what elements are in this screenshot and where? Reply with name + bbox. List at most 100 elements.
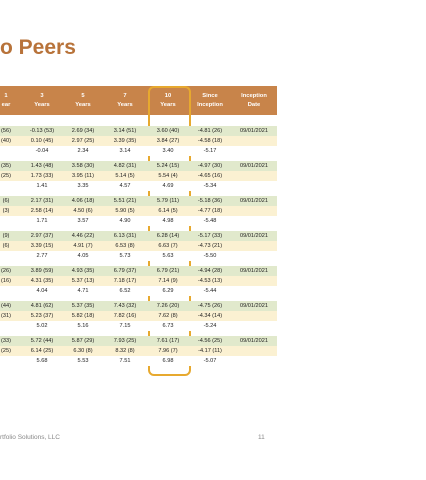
table-cell: 3.60 (40) — [156, 128, 180, 134]
table-cell: -0.04 — [35, 148, 49, 154]
table-cell: (9) — [2, 233, 10, 239]
table-cell: 1.71 — [36, 218, 48, 224]
table-cell: 4.46 (22) — [71, 233, 95, 239]
table-cell: 6.14 (25) — [30, 348, 54, 354]
header-cell: 5 — [81, 93, 85, 99]
row-band — [0, 206, 277, 216]
table-cell: 4.50 (6) — [73, 208, 93, 214]
header-cell: 7 — [123, 93, 127, 99]
table-cell: -5.48 — [203, 218, 217, 224]
table-cell: (6) — [2, 243, 10, 249]
table-cell: 4.69 — [162, 183, 174, 189]
table-cell: 4.93 (35) — [71, 268, 95, 274]
header-cell: Inception — [197, 102, 223, 108]
table-cell: -5.07 — [203, 358, 217, 364]
table-cell: 4.82 (31) — [113, 163, 137, 169]
table-cell: 5.02 — [36, 323, 48, 329]
table-cell: (26) — [1, 268, 11, 274]
header-cell: Inception — [241, 93, 267, 99]
header-cell: Date — [247, 102, 261, 108]
table-cell: 5.82 (18) — [71, 313, 95, 319]
table-cell: 2.97 (25) — [71, 138, 95, 144]
header-cell: ear — [1, 102, 11, 108]
table-cell: 6.29 — [162, 288, 174, 294]
table-cell: (40) — [1, 138, 11, 144]
footer-company: rtfolio Solutions, LLC — [0, 434, 60, 441]
row-band — [0, 196, 277, 206]
table-cell: 7.15 — [119, 323, 131, 329]
table-cell: 3.57 — [77, 218, 89, 224]
header-cell: Years — [75, 102, 91, 108]
table-cell: 7.26 (20) — [156, 303, 180, 309]
row-band — [0, 266, 277, 276]
header-cell: 10 — [164, 93, 172, 99]
table-cell: 3.39 (15) — [30, 243, 54, 249]
table-cell: 7.61 (17) — [156, 338, 180, 344]
table-cell: 1.43 (48) — [30, 163, 54, 169]
table-cell: 6.63 (7) — [158, 243, 178, 249]
table-cell: 3.84 (27) — [156, 138, 180, 144]
table-cell: -4.77 (18) — [197, 208, 223, 214]
table-cell: (35) — [1, 163, 11, 169]
table-cell: -4.17 (11) — [198, 348, 222, 354]
table-cell: 5.54 (4) — [158, 173, 178, 179]
table-cell: 1.41 — [36, 183, 48, 189]
table-cell: 6.73 — [162, 323, 174, 329]
table-cell: 6.13 (31) — [113, 233, 137, 239]
table-cell: 5.68 — [36, 358, 48, 364]
row-band — [0, 146, 277, 156]
row-band — [0, 126, 277, 136]
table-cell: 7.14 (9) — [158, 278, 178, 284]
table-header — [0, 86, 277, 115]
table-cell: -5.24 — [203, 323, 217, 329]
row-band — [0, 241, 277, 251]
table-cell: -5.18 (36) — [197, 198, 223, 204]
table-cell: 6.28 (14) — [156, 233, 180, 239]
row-band — [0, 171, 277, 181]
table-cell: 3.89 (59) — [30, 268, 54, 274]
table-cell: (3) — [2, 208, 10, 214]
table-cell: 09/01/2021 — [240, 128, 268, 134]
table-cell: 5.23 (37) — [30, 313, 54, 319]
header-cell: 1 — [4, 93, 8, 99]
table-cell: 4.04 — [36, 288, 48, 294]
table-cell: (6) — [2, 198, 10, 204]
table-cell: 5.53 — [77, 358, 89, 364]
table-cell: 3.35 — [77, 183, 89, 189]
table-cell: -4.75 (26) — [197, 303, 223, 309]
row-band — [0, 336, 277, 346]
table-cell: 3.95 (11) — [72, 173, 94, 179]
table-cell: 4.71 — [77, 288, 89, 294]
table-cell: 1.73 (33) — [30, 173, 54, 179]
table-cell: 2.77 — [36, 253, 48, 259]
table-cell: (44) — [1, 303, 11, 309]
table-cell: 0.10 (45) — [30, 138, 54, 144]
table-cell: 09/01/2021 — [240, 338, 268, 344]
table-cell: 2.97 (37) — [30, 233, 54, 239]
table-cell: -4.58 (18) — [197, 138, 223, 144]
table-cell: -4.53 (13) — [197, 278, 223, 284]
table-cell: 7.62 (8) — [158, 313, 178, 319]
table-cell: -4.73 (21) — [197, 243, 223, 249]
table-cell: 3.14 (51) — [113, 128, 137, 134]
table-cell: 3.40 — [162, 148, 174, 154]
table-cell: 5.90 (5) — [115, 208, 135, 214]
table-cell: 4.98 — [162, 218, 174, 224]
table-cell: (56) — [1, 128, 11, 134]
table-cell: 6.52 — [119, 288, 131, 294]
table-cell: 6.79 (37) — [113, 268, 137, 274]
header-cell: 3 — [40, 93, 44, 99]
table-cell: 09/01/2021 — [240, 303, 268, 309]
table-cell: 5.24 (15) — [156, 163, 180, 169]
table-cell: 3.39 (35) — [113, 138, 137, 144]
table-cell: -4.97 (30) — [197, 163, 223, 169]
table-cell: (25) — [1, 173, 11, 179]
row-band — [0, 216, 277, 226]
table-cell: -4.34 (14) — [197, 313, 223, 319]
table-cell: 6.53 (8) — [115, 243, 135, 249]
table-cell: -5.17 — [203, 148, 217, 154]
table-cell: 5.73 — [119, 253, 131, 259]
row-band — [0, 311, 277, 321]
table-cell: 7.96 (7) — [158, 348, 178, 354]
